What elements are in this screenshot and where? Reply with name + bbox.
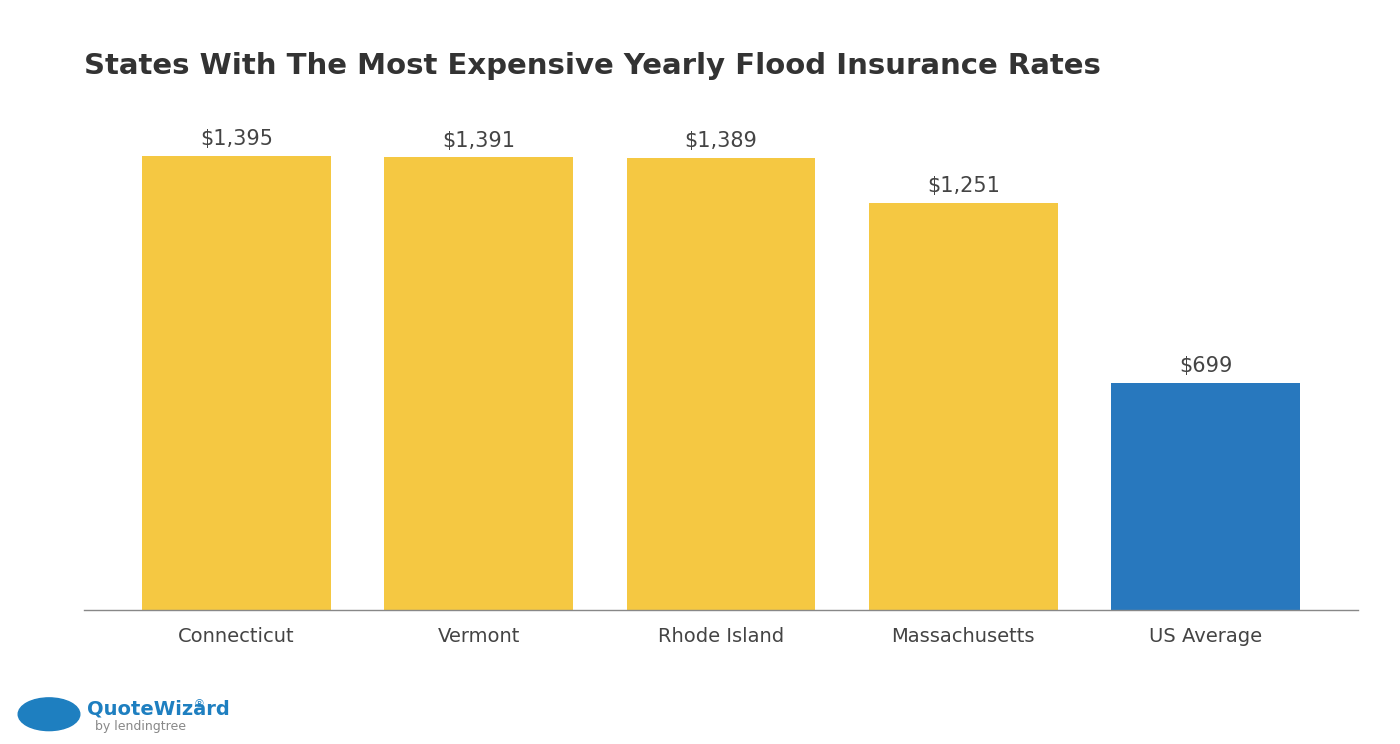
Text: $1,395: $1,395 — [200, 129, 273, 150]
Text: $699: $699 — [1179, 356, 1232, 376]
Bar — [869, 203, 1058, 610]
Text: ®: ® — [193, 699, 204, 710]
Text: $1,391: $1,391 — [442, 131, 515, 151]
Text: by lendingtree: by lendingtree — [95, 720, 186, 734]
Text: ★: ★ — [42, 707, 56, 722]
Text: States With The Most Expensive Yearly Flood Insurance Rates: States With The Most Expensive Yearly Fl… — [84, 52, 1100, 80]
Bar — [627, 158, 815, 610]
Text: QuoteWizard: QuoteWizard — [87, 699, 230, 719]
Text: $1,389: $1,389 — [685, 132, 757, 152]
Bar — [141, 156, 330, 610]
Bar — [1112, 382, 1301, 610]
Bar — [384, 157, 573, 610]
Text: $1,251: $1,251 — [927, 176, 1000, 196]
